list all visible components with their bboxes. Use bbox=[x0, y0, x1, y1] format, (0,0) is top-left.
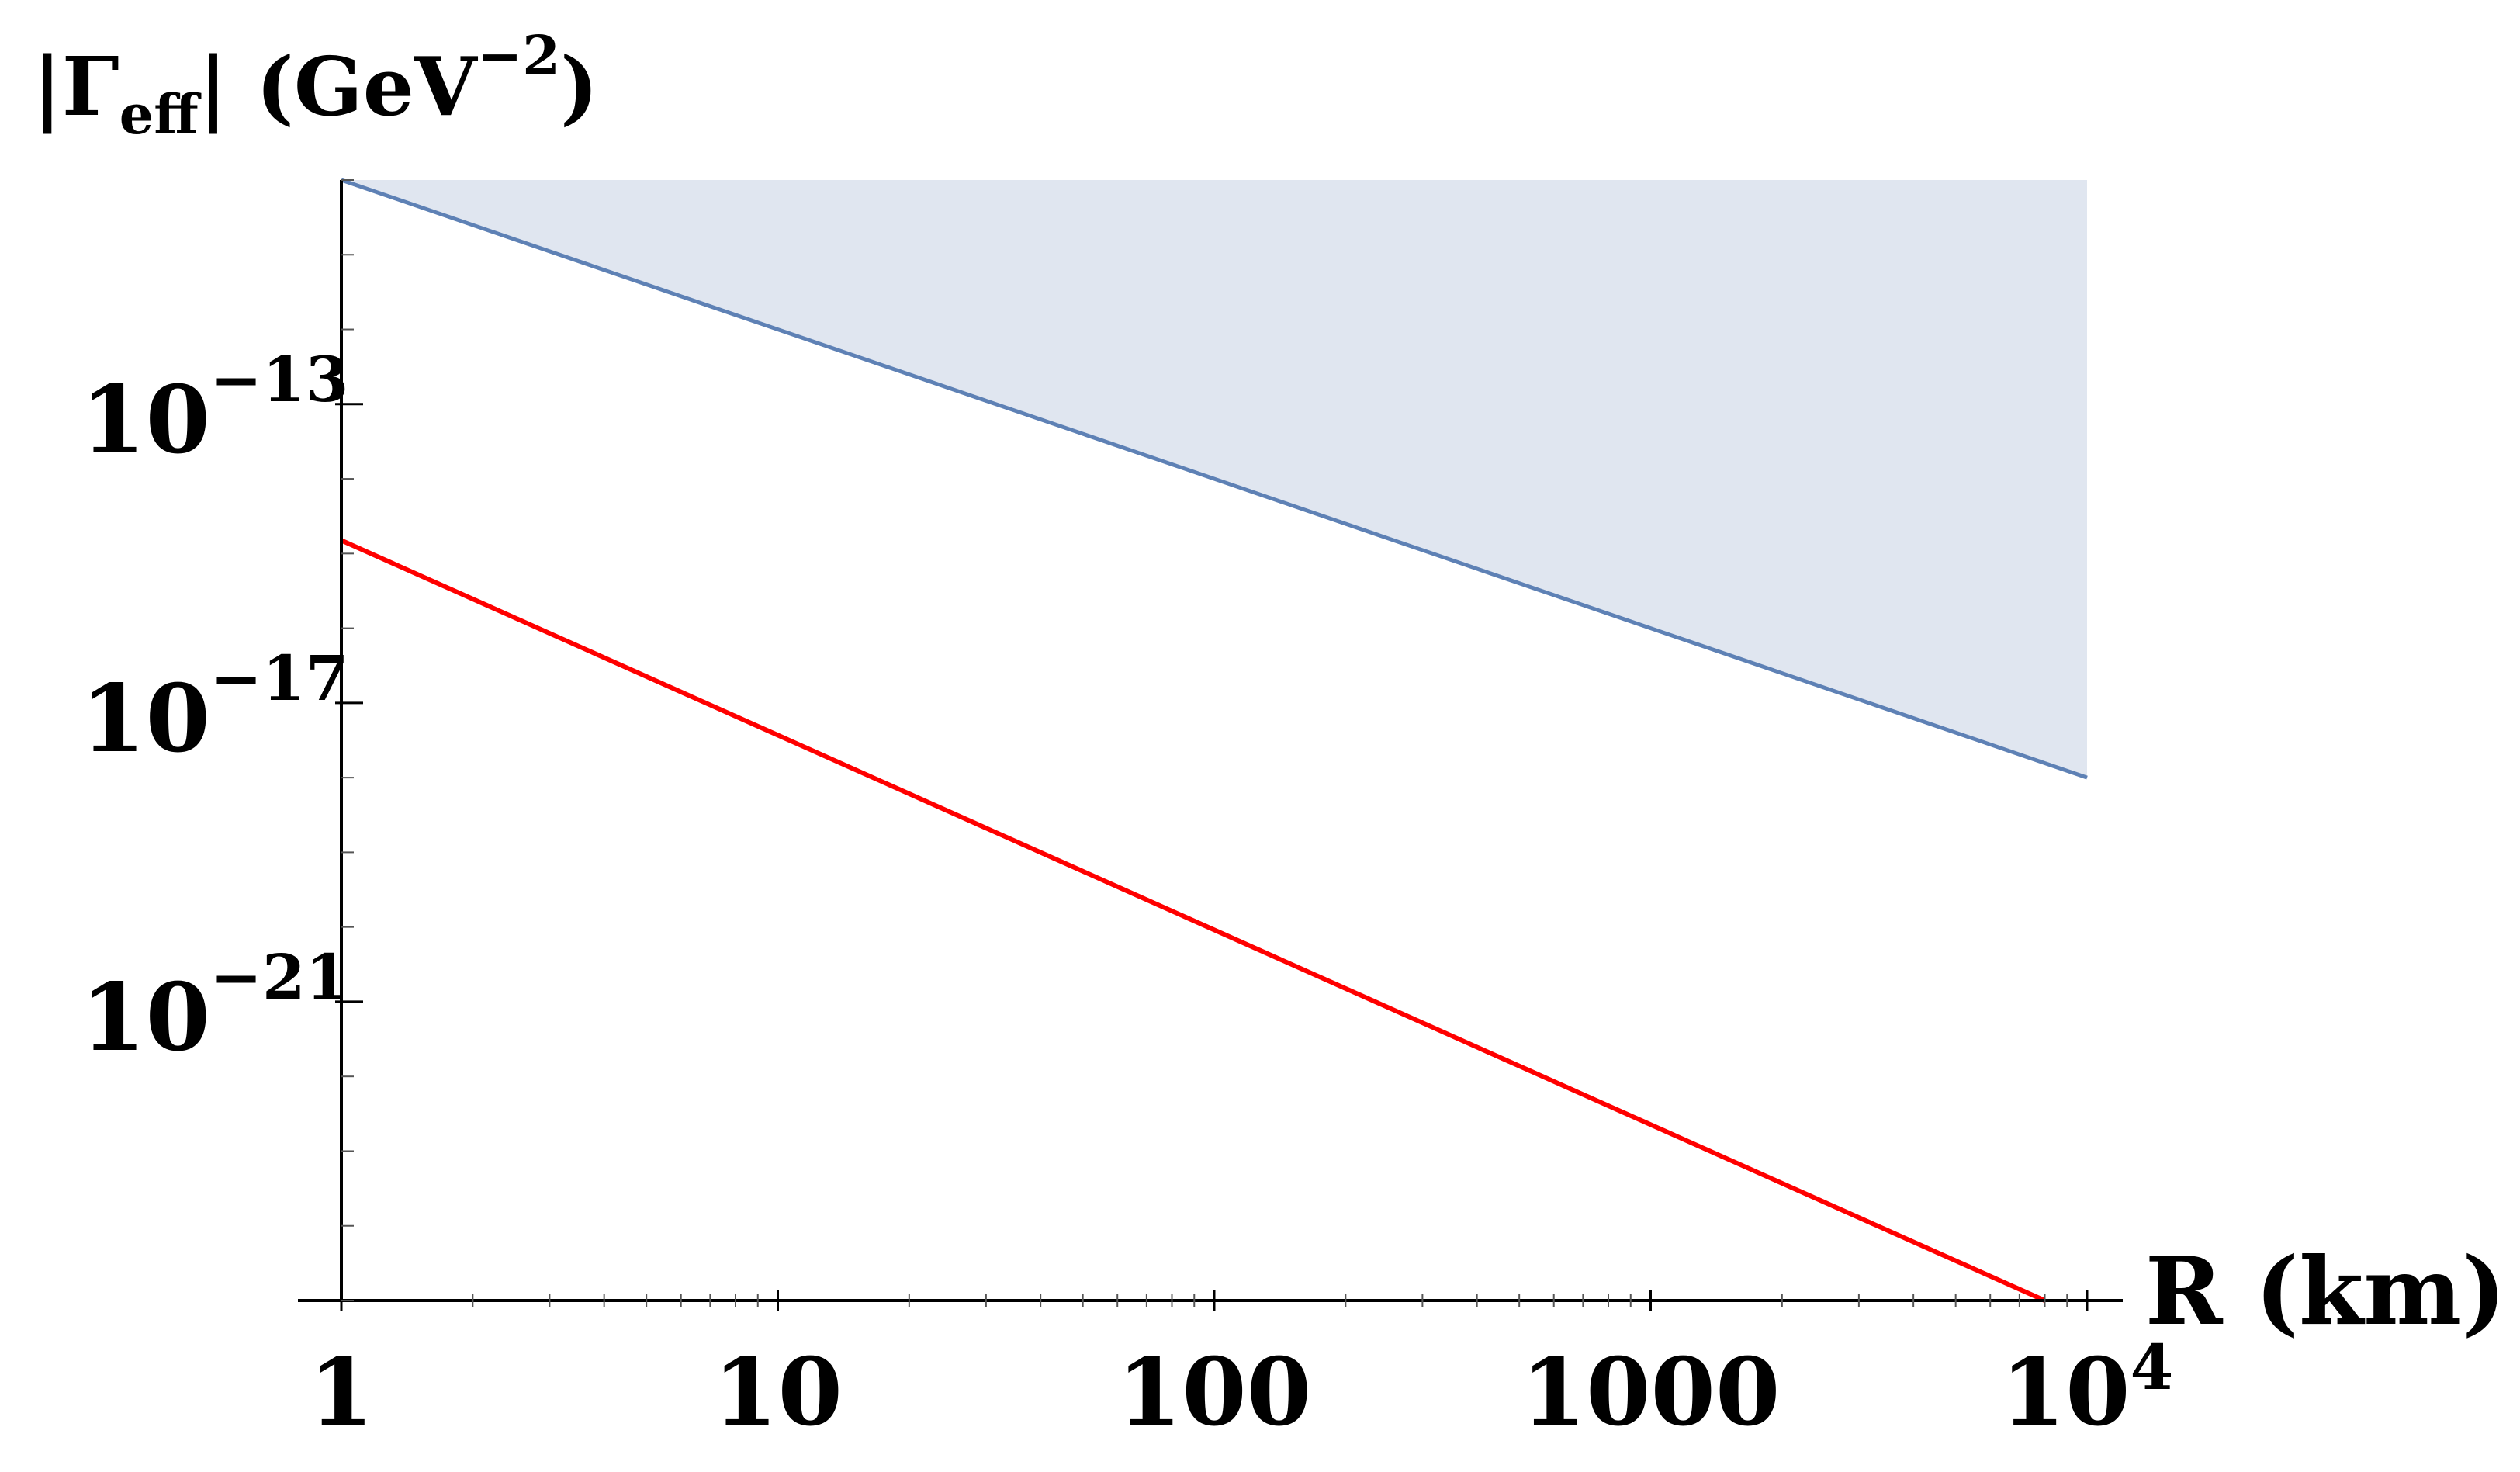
series-layer bbox=[340, 178, 2088, 1303]
x-tick-label: 10 bbox=[713, 1338, 843, 1447]
x-tick-label: 100 bbox=[1117, 1338, 1312, 1447]
x-tick-label: 104 bbox=[2001, 1331, 2174, 1447]
y-tick-label: 10−17 bbox=[81, 642, 348, 774]
x-tick-label: 1000 bbox=[1521, 1338, 1781, 1447]
labels-layer: 1 10 100 1000 104 10−13 10−17 10−21 |Γeff| (GeV−… bbox=[33, 23, 2506, 1447]
series-0-line bbox=[341, 178, 2088, 780]
y-tick-label: 10−13 bbox=[81, 343, 348, 475]
x-tick-label: 1 bbox=[309, 1338, 374, 1447]
y-axis-label: |Γeff| (GeV−2) bbox=[33, 23, 598, 147]
y-tick-label: 10−21 bbox=[81, 940, 348, 1072]
series-1-line bbox=[340, 538, 2046, 1303]
axes-layer bbox=[298, 179, 2123, 1311]
x-axis-label: R (km) bbox=[2145, 1237, 2506, 1346]
